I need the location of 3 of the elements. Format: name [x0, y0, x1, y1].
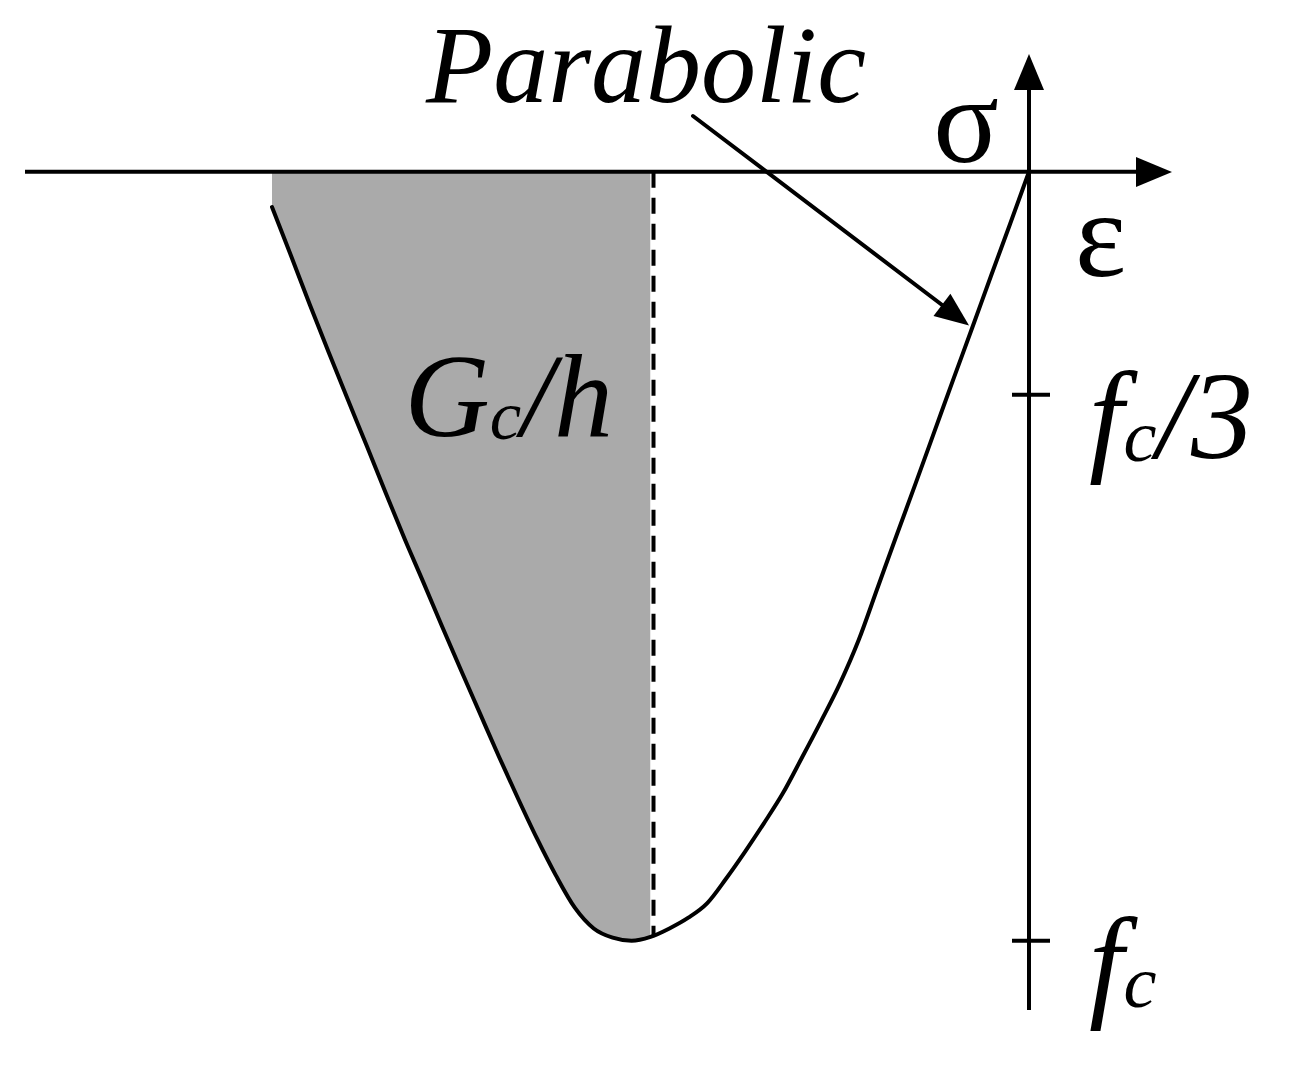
text: Parabolic [426, 4, 866, 126]
x-axis-title: ε [1075, 166, 1127, 302]
y-axis-title: σ [933, 52, 999, 188]
